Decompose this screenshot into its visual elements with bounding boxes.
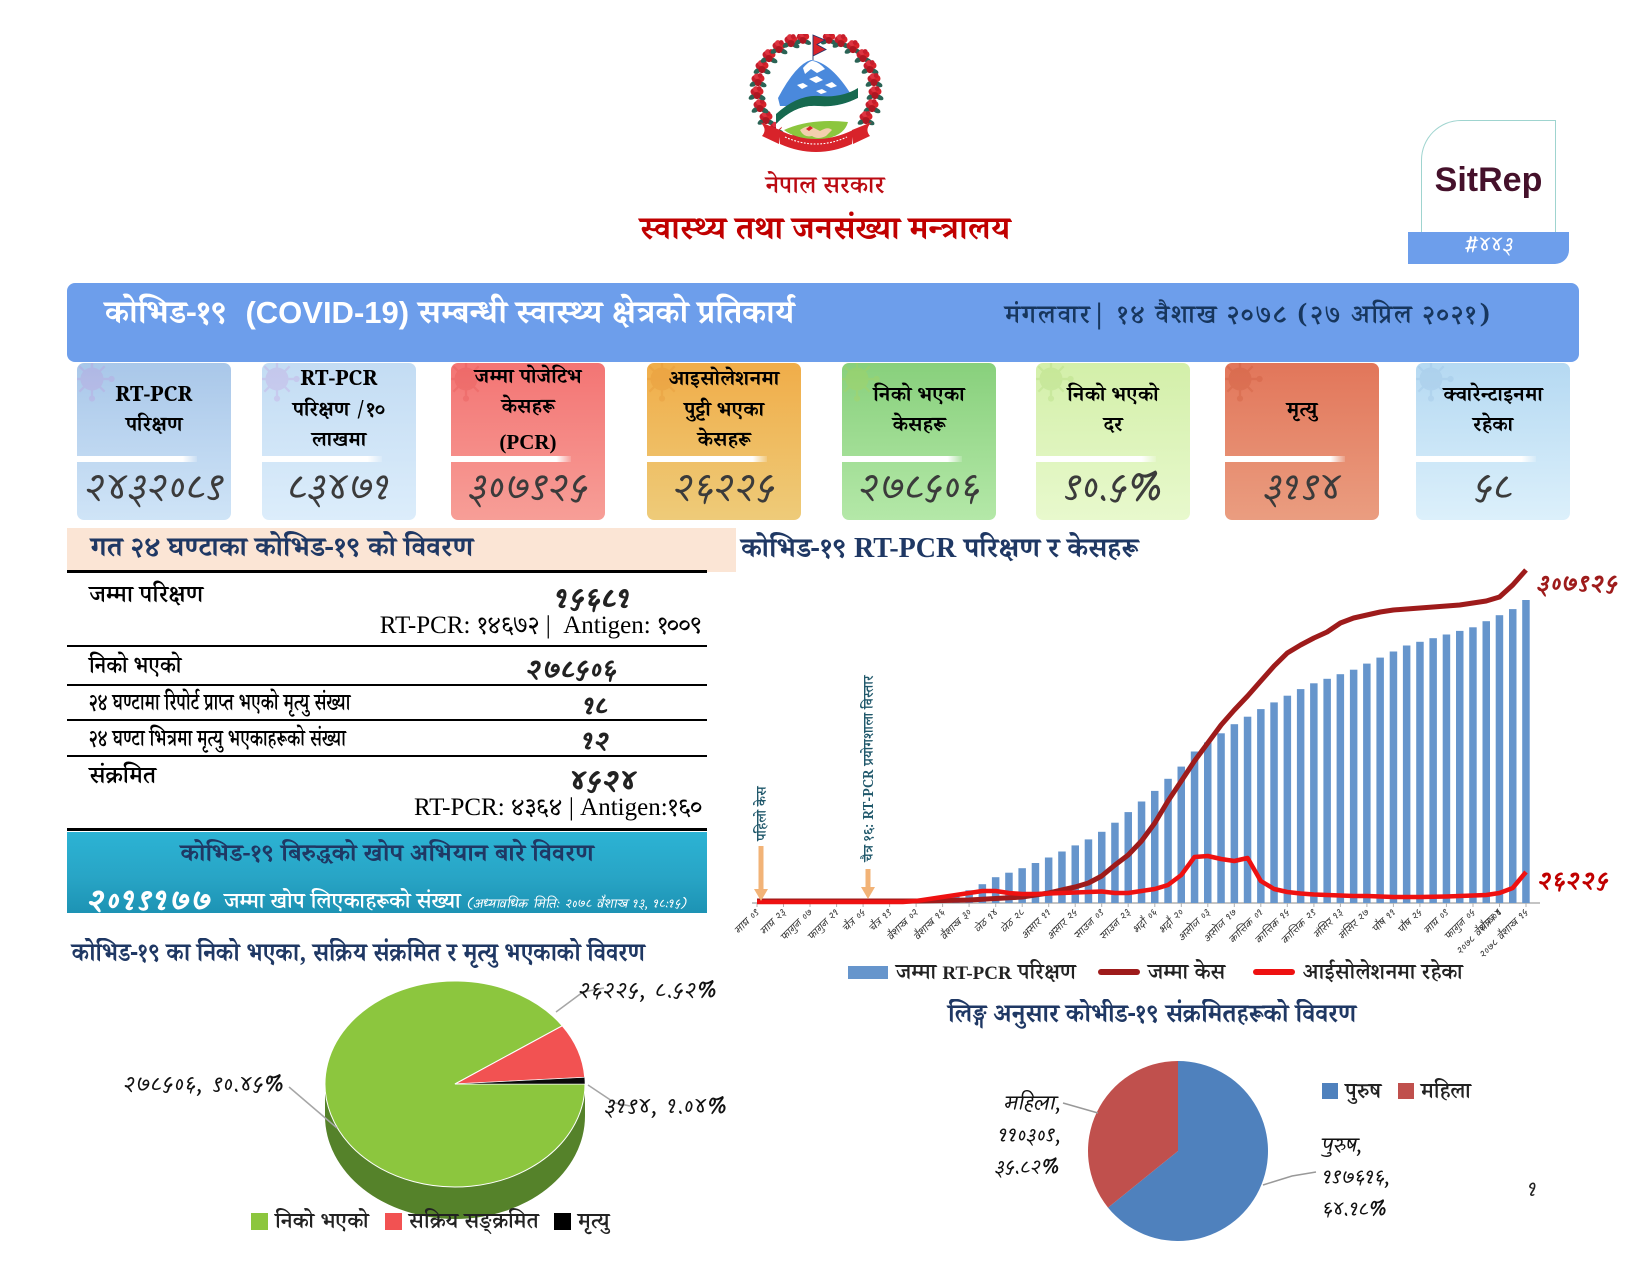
svg-text:३०७९२५: ३०७९२५ — [1537, 566, 1618, 606]
svg-text:महिला,: महिला, — [1004, 1089, 1060, 1122]
svg-text:१९७६१६,: १९७६१६, — [1322, 1163, 1389, 1196]
svg-text:२६२२५: २६२२५ — [1537, 863, 1609, 903]
svg-text:११०३०९,: ११०३०९, — [998, 1121, 1060, 1154]
svg-text:माघ ०९: माघ ०९ — [730, 904, 765, 939]
svg-text:चैत्र १६: RT-PCR प्रयोगशाला वि: चैत्र १६: RT-PCR प्रयोगशाला विस्तार — [859, 674, 882, 863]
svg-text:३१९४, १.०४%: ३१९४, १.०४% — [604, 1091, 728, 1127]
svg-text:पौष २५: पौष २५ — [1394, 905, 1427, 938]
svg-text:३५.८२%: ३५.८२% — [994, 1153, 1060, 1186]
svg-text:२६२२५, ८.५२%: २६२२५, ८.५२% — [578, 975, 718, 1011]
svg-text:पहिलो केस: पहिलो केस — [752, 786, 775, 842]
svg-text:२७८५०६, ९०.४५%: २७८५०६, ९०.४५% — [123, 1069, 285, 1105]
svg-text:चैत्र ०५: चैत्र ०५ — [838, 905, 870, 937]
svg-text:पुरुष,: पुरुष, — [1320, 1131, 1361, 1164]
svg-text:भदौ ०६: भदौ ०६ — [1129, 905, 1162, 938]
svg-text:६४.१८%: ६४.१८% — [1322, 1195, 1387, 1228]
svg-text:पौष ११: पौष ११ — [1368, 905, 1400, 937]
svg-text:जेठ १४: जेठ १४ — [971, 904, 1004, 937]
